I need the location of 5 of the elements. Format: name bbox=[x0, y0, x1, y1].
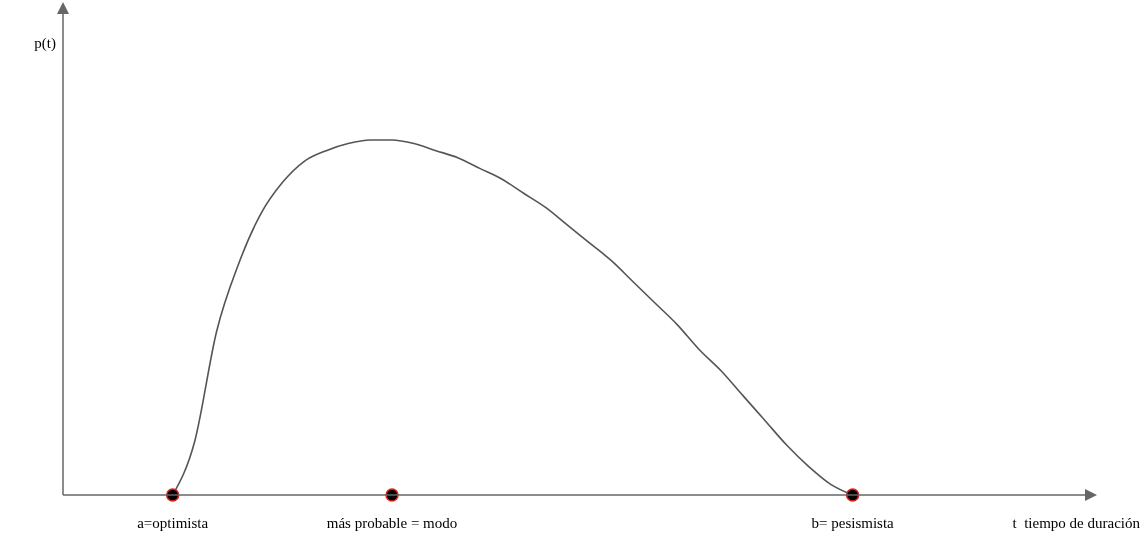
x-tick-label: a=optimista bbox=[137, 515, 209, 531]
x-axis-title: t tiempo de duración bbox=[1012, 515, 1141, 531]
x-tick-label: más probable = modo bbox=[326, 515, 458, 531]
x-tick-label: b= pesismista bbox=[811, 515, 895, 531]
text: p(t) bbox=[34, 35, 56, 52]
